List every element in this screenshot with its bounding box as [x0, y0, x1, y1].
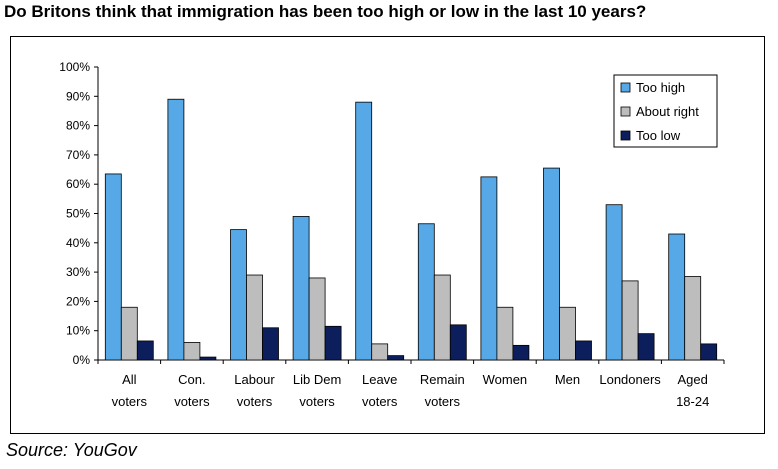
x-category-label: voters — [112, 394, 148, 409]
bar-too-high — [668, 233, 686, 361]
y-tick-label: 40% — [66, 236, 90, 250]
bar-about-right — [183, 342, 201, 361]
bar-too-high — [230, 229, 247, 361]
bar-too-high — [355, 101, 373, 361]
y-tick-label: 80% — [66, 119, 90, 133]
x-category-label: voters — [362, 394, 398, 409]
legend-box — [613, 74, 718, 148]
legend-swatch — [620, 106, 631, 117]
bar-too-high — [605, 204, 623, 361]
bar-too-high — [480, 176, 498, 361]
bar-too-low — [449, 324, 467, 361]
y-tick-label: 10% — [66, 324, 90, 338]
x-category-label: All — [122, 372, 137, 387]
legend-label: Too low — [636, 128, 681, 143]
bar-about-right — [684, 276, 702, 361]
bar-too-low — [637, 333, 655, 361]
bar-about-right — [371, 343, 389, 361]
y-tick-label: 20% — [66, 294, 90, 308]
bar-about-right — [246, 274, 263, 361]
y-tick-label: 90% — [66, 89, 90, 103]
bar-about-right — [496, 306, 514, 361]
legend-swatch — [620, 130, 631, 141]
bar-too-low — [262, 327, 279, 361]
x-category-label: Londoners — [599, 372, 661, 387]
bar-too-high — [417, 223, 435, 361]
x-category-label: voters — [237, 394, 273, 409]
bar-about-right — [308, 277, 326, 361]
x-category-label: Women — [483, 372, 528, 387]
x-category-label: voters — [299, 394, 335, 409]
x-category-label: Leave — [362, 372, 397, 387]
bar-about-right — [120, 306, 138, 361]
bar-too-low — [136, 340, 154, 361]
y-tick-label: 60% — [66, 177, 90, 191]
x-category-label: Remain — [420, 372, 465, 387]
x-category-label: voters — [425, 394, 461, 409]
bar-too-high — [292, 216, 310, 361]
x-category-label: 18-24 — [676, 394, 709, 409]
y-tick-label: 0% — [73, 353, 91, 367]
bar-too-low — [575, 340, 592, 361]
chart-frame — [10, 36, 765, 434]
y-tick-label: 50% — [66, 207, 90, 221]
bar-too-high — [104, 173, 122, 361]
legend-label: About right — [636, 104, 699, 119]
y-tick-label: 100% — [59, 60, 90, 74]
bar-too-high — [167, 98, 185, 361]
x-category-label: Lib Dem — [293, 372, 341, 387]
x-category-label: Men — [555, 372, 580, 387]
y-tick-label: 30% — [66, 265, 90, 279]
chart-title: Do Britons think that immigration has be… — [4, 2, 647, 21]
bar-too-low — [512, 344, 530, 361]
x-category-label: voters — [174, 394, 210, 409]
legend-swatch — [620, 82, 631, 93]
bar-too-low — [700, 343, 718, 361]
x-category-label: Aged — [678, 372, 708, 387]
legend-label: Too high — [636, 80, 685, 95]
source-note: Source: YouGov — [6, 440, 137, 460]
bar-too-low — [199, 356, 217, 361]
bar-about-right — [621, 280, 639, 361]
bar-too-high — [543, 167, 560, 361]
bar-too-low — [324, 325, 342, 361]
x-category-label: Labour — [234, 372, 275, 387]
bar-too-low — [387, 355, 405, 361]
y-tick-label: 70% — [66, 148, 90, 162]
bar-about-right — [559, 306, 576, 361]
x-category-label: Con. — [178, 372, 205, 387]
bar-about-right — [433, 274, 451, 361]
